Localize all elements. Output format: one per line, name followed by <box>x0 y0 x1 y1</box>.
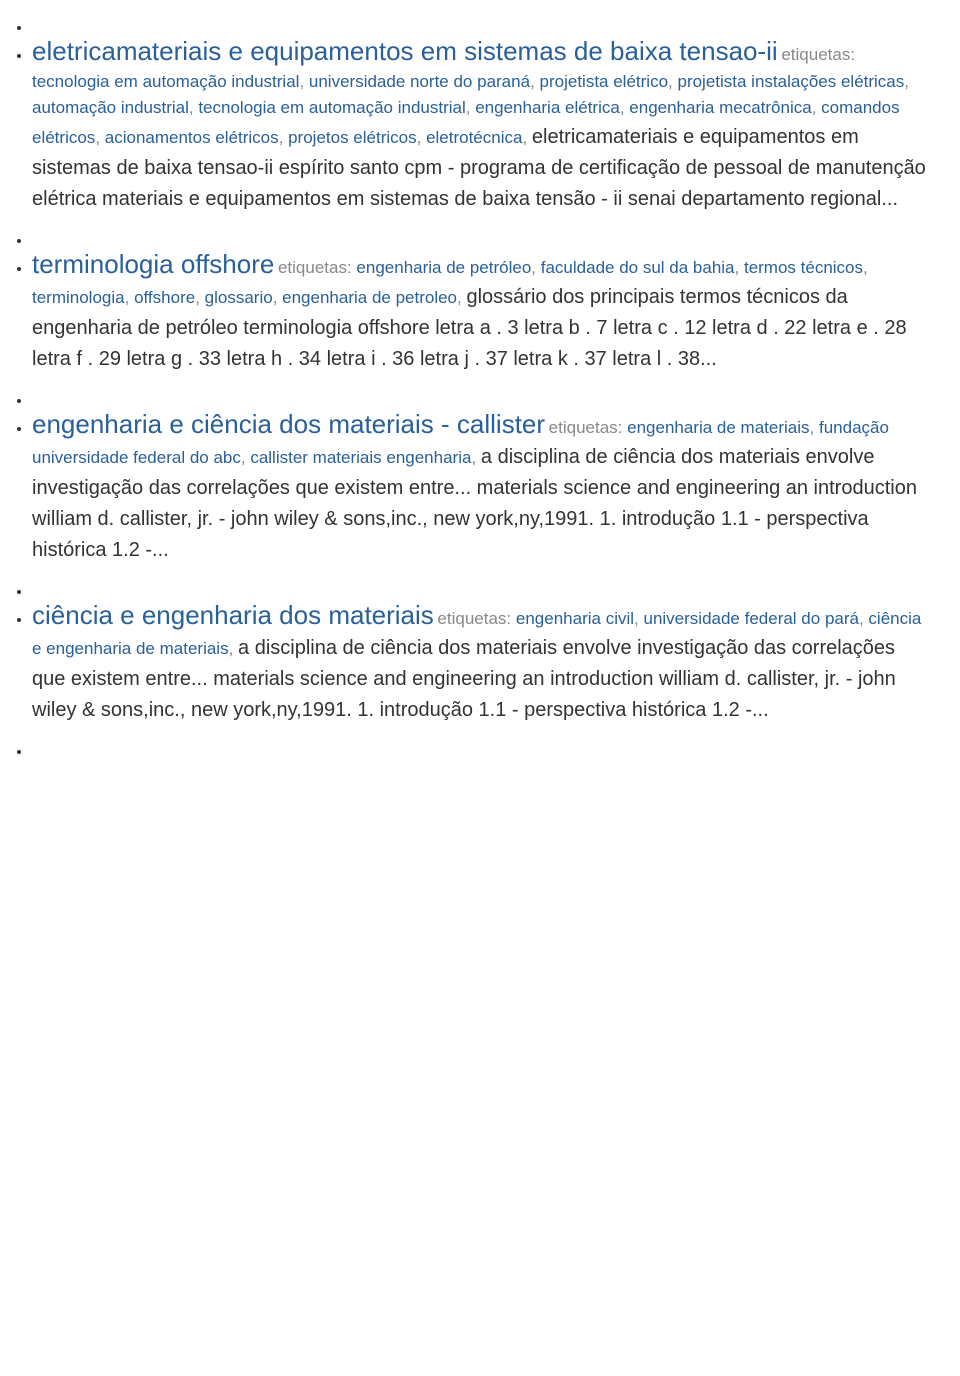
tag-separator: , <box>299 72 308 91</box>
tag-link[interactable]: tecnologia em automação industrial <box>32 72 299 91</box>
tag-separator: , <box>904 72 909 91</box>
tag-link[interactable]: projetos elétricos <box>288 128 417 147</box>
tag-link[interactable]: engenharia mecatrônica <box>629 98 811 117</box>
tag-link[interactable]: projetista elétrico <box>540 72 669 91</box>
tag-separator: , <box>125 288 134 307</box>
document-entry: ciência e engenharia dos materiais etiqu… <box>32 598 930 744</box>
document-entry: terminologia offshore etiquetas: engenha… <box>32 247 930 393</box>
tag-separator: , <box>417 128 426 147</box>
entry-body: terminologia offshore etiquetas: engenha… <box>32 247 930 375</box>
tag-separator: , <box>95 128 104 147</box>
tag-link[interactable]: engenharia de petroleo <box>282 288 457 307</box>
tag-link[interactable]: offshore <box>134 288 195 307</box>
entry-body: ciência e engenharia dos materiais etiqu… <box>32 598 930 726</box>
bullet-spacer <box>32 584 930 598</box>
tag-link[interactable]: engenharia de materiais <box>627 418 809 437</box>
document-list: eletricamateriais e equipamentos em sist… <box>10 20 930 758</box>
tags-label-text: etiquetas: <box>549 418 623 437</box>
tag-separator: , <box>195 288 204 307</box>
tag-link[interactable]: universidade federal do pará <box>643 609 858 628</box>
tag-separator: , <box>241 448 250 467</box>
tag-separator: , <box>531 258 540 277</box>
bullet-spacer <box>32 744 930 758</box>
tag-link[interactable]: tecnologia em automação industrial <box>198 98 465 117</box>
tag-link[interactable]: engenharia elétrica <box>475 98 620 117</box>
tag-separator: , <box>279 128 288 147</box>
tag-link[interactable]: acionamentos elétricos <box>105 128 279 147</box>
tag-link[interactable]: engenharia de petróleo <box>356 258 531 277</box>
tag-separator: , <box>522 128 531 147</box>
tag-separator: , <box>812 98 821 117</box>
tags-label-text: etiquetas: <box>278 258 352 277</box>
tag-separator: , <box>810 418 819 437</box>
tag-link[interactable]: projetista instalações elétricas <box>677 72 904 91</box>
tag-separator: , <box>189 98 198 117</box>
document-entry: engenharia e ciência dos materiais - cal… <box>32 407 930 584</box>
tag-separator: , <box>229 639 238 658</box>
tag-link[interactable]: engenharia civil <box>516 609 634 628</box>
tag-separator: , <box>273 288 282 307</box>
tag-link[interactable]: termos técnicos <box>744 258 863 277</box>
bullet-spacer <box>32 393 930 407</box>
entry-body: eletricamateriais e equipamentos em sist… <box>32 34 930 215</box>
tag-link[interactable]: faculdade do sul da bahia <box>541 258 735 277</box>
entry-title-link[interactable]: engenharia e ciência dos materiais - cal… <box>32 409 545 439</box>
tag-separator: , <box>859 609 868 628</box>
bullet-spacer <box>32 233 930 247</box>
tag-separator: , <box>863 258 868 277</box>
tags-label-text: etiquetas: <box>437 609 511 628</box>
tag-separator: , <box>466 98 475 117</box>
tag-link[interactable]: callister materiais engenharia <box>250 448 471 467</box>
tag-link[interactable]: glossario <box>205 288 273 307</box>
tags-label-text: etiquetas: <box>781 45 855 64</box>
entry-title-link[interactable]: ciência e engenharia dos materiais <box>32 600 434 630</box>
tag-separator: , <box>735 258 744 277</box>
tag-link[interactable]: universidade norte do paraná <box>309 72 530 91</box>
tag-link[interactable]: terminologia <box>32 288 125 307</box>
entry-title-link[interactable]: eletricamateriais e equipamentos em sist… <box>32 36 778 66</box>
tag-separator: , <box>471 448 480 467</box>
tag-separator: , <box>530 72 539 91</box>
tag-separator: , <box>620 98 629 117</box>
document-entry: eletricamateriais e equipamentos em sist… <box>32 34 930 233</box>
tag-link[interactable]: automação industrial <box>32 98 189 117</box>
entry-body: engenharia e ciência dos materiais - cal… <box>32 407 930 566</box>
tag-link[interactable]: eletrotécnica <box>426 128 522 147</box>
entry-title-link[interactable]: terminologia offshore <box>32 249 274 279</box>
bullet-spacer <box>32 20 930 34</box>
